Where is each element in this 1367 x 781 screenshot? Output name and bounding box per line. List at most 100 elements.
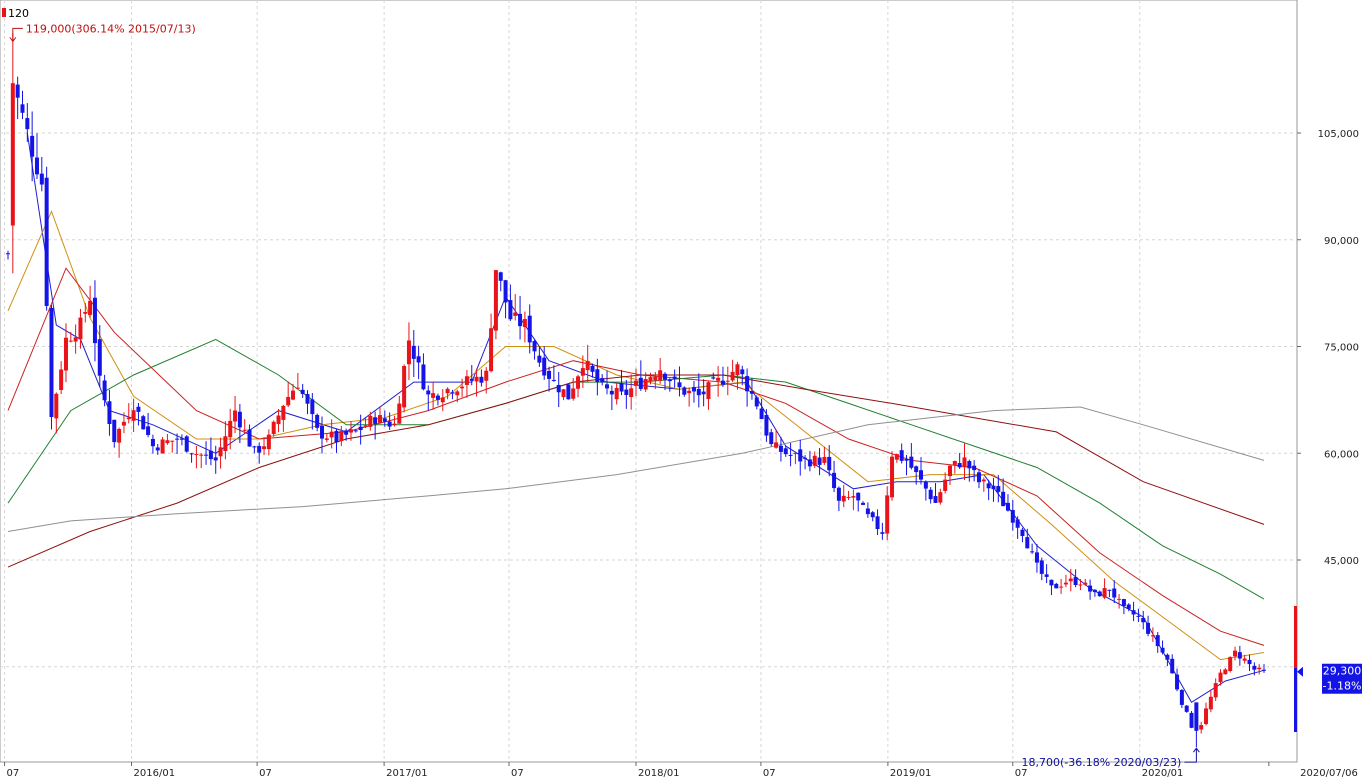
candle-body <box>397 403 402 424</box>
candle-body <box>991 485 996 490</box>
candle-body <box>426 390 431 395</box>
candle-body <box>392 423 397 426</box>
candle-body <box>44 177 49 306</box>
candle-body <box>730 371 735 381</box>
x-tick-label: 2016/01 <box>134 768 176 779</box>
candle-body <box>1170 658 1175 674</box>
candle-body <box>334 430 339 442</box>
candle-body <box>1044 574 1049 577</box>
candle-body <box>662 373 667 380</box>
candle-body <box>406 340 411 365</box>
candle-body <box>537 355 542 363</box>
candle-body <box>30 135 35 157</box>
candle-body <box>25 118 30 130</box>
candle-body <box>460 386 465 389</box>
moving-average-line <box>7 338 1265 600</box>
candle-body <box>682 387 687 395</box>
candle-body <box>262 446 267 450</box>
candle-body <box>600 378 605 383</box>
candle-body <box>34 157 39 175</box>
candle-body <box>416 356 421 363</box>
candle-body <box>846 496 851 498</box>
candle-body <box>54 393 59 419</box>
candle-body <box>571 388 576 399</box>
x-axis-ticks: 07 2016/01 07 2017/01 07 2018/01 07 2019/01 07 20… <box>4 762 1358 779</box>
candle-body <box>237 411 242 428</box>
candle-body <box>696 388 701 396</box>
range-bar-up <box>1294 606 1297 668</box>
x-tick-label: 2019/01 <box>890 768 932 779</box>
candle-body <box>547 370 552 379</box>
candle-body <box>286 396 291 406</box>
candle-body <box>464 376 469 385</box>
candle-body <box>136 406 141 412</box>
candle-body <box>634 380 638 386</box>
candle-body <box>353 430 358 432</box>
current-change-label: (-1.18%) <box>1318 680 1366 693</box>
candle-body <box>1092 589 1097 593</box>
candle-body <box>348 429 353 433</box>
candle-body <box>1063 582 1068 585</box>
candle-body <box>1107 589 1112 591</box>
candle-body <box>764 414 769 436</box>
candle-body <box>363 425 368 427</box>
candle-body <box>6 253 10 255</box>
candle-body <box>155 447 160 451</box>
candle-body <box>851 496 856 498</box>
candle-body <box>677 382 682 388</box>
candle-body <box>890 456 895 498</box>
candle-body <box>252 446 257 448</box>
candle-body <box>1068 578 1073 582</box>
candle-body <box>1054 583 1059 589</box>
y-axis-ticks: 105,000 90,000 75,000 60,000 45,000 <box>1297 129 1359 567</box>
candle-body <box>310 399 315 415</box>
candle-body <box>1165 654 1170 660</box>
candle-body <box>943 479 948 491</box>
candle-body <box>213 457 218 461</box>
candle-body <box>1001 491 1006 507</box>
candle-body <box>1199 725 1204 730</box>
candle-body <box>1247 659 1252 665</box>
candle-body <box>701 391 706 395</box>
candle-body <box>503 280 508 303</box>
candle-body <box>1025 537 1030 549</box>
candle-body <box>667 379 672 382</box>
candle-body <box>643 378 648 390</box>
candle-body <box>1233 650 1238 657</box>
candle-body <box>590 365 595 372</box>
current-price-label: 29,300 <box>1323 665 1362 678</box>
candle-body <box>798 449 803 462</box>
candle-body <box>527 315 532 343</box>
candle-body <box>769 432 774 445</box>
candle-body <box>242 429 247 431</box>
candle-body <box>981 479 986 482</box>
candle-body <box>1117 598 1122 600</box>
candle-body <box>856 492 861 501</box>
candle-body <box>233 410 238 422</box>
candle-body <box>518 313 523 327</box>
candle-body <box>141 416 146 430</box>
candle-body <box>199 454 204 456</box>
candle-body <box>431 393 436 398</box>
candle-body <box>59 369 64 391</box>
candle-body <box>344 430 349 435</box>
candle-body <box>377 415 382 423</box>
candle-body <box>1030 551 1035 553</box>
top-left-label: 120 <box>8 7 29 20</box>
candle-body <box>1121 599 1126 606</box>
candle-body <box>672 376 677 379</box>
candle-body <box>716 377 721 381</box>
candle-body <box>1204 708 1209 725</box>
candle-body <box>387 421 392 427</box>
candle-body <box>315 414 320 428</box>
candle-body <box>1189 712 1194 728</box>
candle-body <box>208 450 213 460</box>
candle-body <box>793 453 798 455</box>
candle-body <box>1208 696 1213 710</box>
candle-body <box>107 401 112 424</box>
candle-body <box>402 366 407 408</box>
candle-body <box>595 369 600 383</box>
candle-body <box>339 431 344 442</box>
candle-body <box>653 376 658 381</box>
